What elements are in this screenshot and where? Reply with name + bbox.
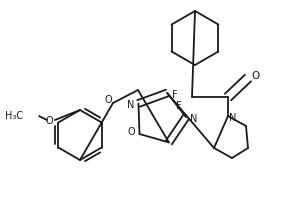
Text: H₃C: H₃C <box>5 111 23 121</box>
Text: O: O <box>104 95 112 105</box>
Text: O: O <box>45 116 53 126</box>
Text: O: O <box>252 71 260 81</box>
Text: F: F <box>172 90 178 100</box>
Text: O: O <box>128 127 135 137</box>
Text: N: N <box>190 114 198 124</box>
Text: N: N <box>229 113 237 123</box>
Text: N: N <box>127 100 134 110</box>
Text: F: F <box>176 101 182 111</box>
